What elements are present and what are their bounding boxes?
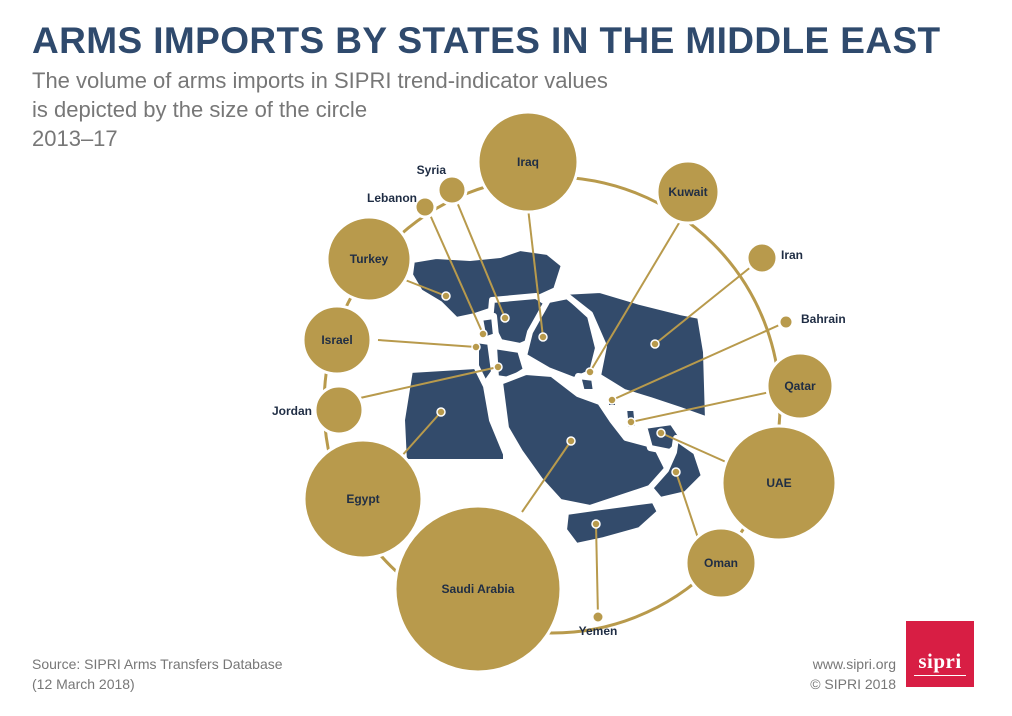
circle-jordan xyxy=(313,384,365,436)
dot-israel xyxy=(471,342,481,352)
connector-uae xyxy=(660,432,727,463)
subtitle: The volume of arms imports in SIPRI tren… xyxy=(32,66,732,124)
label-qatar: Qatar xyxy=(784,379,816,393)
label-syria: Syria xyxy=(417,163,447,177)
middle-east-map xyxy=(399,245,711,549)
sipri-logo: sipri xyxy=(906,621,974,687)
connector-iraq xyxy=(527,207,544,338)
connector-yemen xyxy=(595,523,599,618)
circle-egypt xyxy=(302,438,424,560)
label-iraq: Iraq xyxy=(517,155,539,169)
credits: www.sipri.org © SIPRI 2018 xyxy=(810,654,896,694)
subtitle-line-1: The volume of arms imports in SIPRI tren… xyxy=(32,68,608,93)
dot-oman xyxy=(671,467,681,477)
connector-lebanon xyxy=(426,207,484,335)
source-line-2: (12 March 2018) xyxy=(32,676,135,692)
connector-bahrain xyxy=(611,321,787,401)
map-egypt xyxy=(399,363,509,465)
connector-saudi-arabia xyxy=(521,440,572,513)
connector-kuwait xyxy=(589,207,689,373)
dot-saudi-arabia xyxy=(566,436,576,446)
dot-kuwait xyxy=(585,367,595,377)
website-url: www.sipri.org xyxy=(812,656,896,672)
dot-syria xyxy=(500,313,510,323)
connector-jordan xyxy=(359,366,499,399)
label-jordan: Jordan xyxy=(272,404,312,418)
circle-israel xyxy=(301,304,373,376)
dot-lebanon xyxy=(478,329,488,339)
connector-iran xyxy=(654,257,763,345)
circle-uae xyxy=(720,424,838,542)
label-egypt: Egypt xyxy=(346,492,379,506)
circle-saudi-arabia xyxy=(393,504,563,674)
map-kuwait xyxy=(575,373,599,395)
circle-turkey xyxy=(325,215,413,303)
circle-kuwait xyxy=(655,159,721,225)
connector-israel xyxy=(377,339,477,348)
label-uae: UAE xyxy=(766,476,791,490)
label-bahrain: Bahrain xyxy=(801,312,846,326)
circle-oman xyxy=(684,526,758,600)
years-label: 2013–17 xyxy=(32,126,118,151)
dot-uae xyxy=(656,428,666,438)
label-lebanon: Lebanon xyxy=(367,191,417,205)
circle-lebanon xyxy=(413,195,437,219)
label-oman: Oman xyxy=(704,556,738,570)
dot-iraq xyxy=(538,332,548,342)
label-saudi-arabia: Saudi Arabia xyxy=(442,582,515,596)
circle-iraq xyxy=(476,110,580,214)
label-yemen: Yemen xyxy=(579,624,618,638)
label-kuwait: Kuwait xyxy=(668,185,707,199)
circle-iran xyxy=(745,241,779,275)
dot-qatar xyxy=(626,417,636,427)
circle-syria xyxy=(436,174,468,206)
source-note: Source: SIPRI Arms Transfers Database (1… xyxy=(32,654,283,694)
dot-turkey xyxy=(441,291,451,301)
map-dots xyxy=(436,291,681,529)
circle-yemen xyxy=(590,609,606,625)
connector-qatar xyxy=(630,391,771,423)
circle-bahrain xyxy=(777,313,795,331)
copyright: © SIPRI 2018 xyxy=(810,676,896,692)
connector-oman xyxy=(675,471,699,539)
connector-syria xyxy=(451,189,506,319)
subtitle-line-2: is depicted by the size of the circle xyxy=(32,97,368,122)
dot-bahrain xyxy=(607,395,617,405)
dot-iran xyxy=(650,339,660,349)
page-title: ARMS IMPORTS BY STATES IN THE MIDDLE EAS… xyxy=(32,20,941,61)
logo-underline xyxy=(914,675,966,676)
import-circles xyxy=(301,110,838,674)
label-iran: Iran xyxy=(781,248,803,262)
circle-qatar xyxy=(765,351,835,421)
label-israel: Israel xyxy=(321,333,352,347)
connector-lines xyxy=(359,189,787,618)
logo-text: sipri xyxy=(918,649,962,673)
map-turkey xyxy=(407,245,567,323)
connector-egypt xyxy=(399,411,442,459)
map-yemen xyxy=(561,497,663,549)
label-turkey: Turkey xyxy=(350,252,389,266)
source-line-1: Source: SIPRI Arms Transfers Database xyxy=(32,656,283,672)
dot-yemen xyxy=(591,519,601,529)
dot-egypt xyxy=(436,407,446,417)
dot-jordan xyxy=(493,362,503,372)
